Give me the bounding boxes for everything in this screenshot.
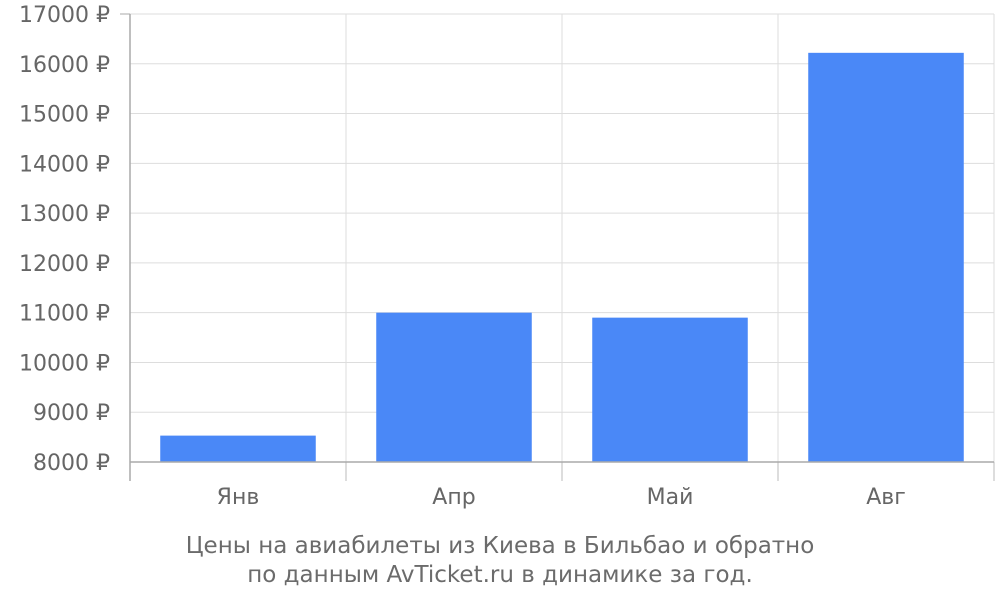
y-tick-label: 11000 ₽ <box>19 302 110 327</box>
bar-4 <box>808 52 964 463</box>
chart-caption-line-2: по данным AvTicket.ru в динамике за год. <box>247 562 753 588</box>
y-tick-label: 15000 ₽ <box>19 103 110 128</box>
axes <box>120 13 995 481</box>
x-tick-label: Май <box>647 485 694 510</box>
x-axis-tick-labels: Янв Апр Май Авг <box>217 485 906 510</box>
bar-chart: 8000 ₽ 9000 ₽ 10000 ₽ 11000 ₽ 12000 ₽ 13000 ₽… <box>19 3 995 510</box>
x-tick-label: Апр <box>432 485 475 510</box>
y-tick-label: 12000 ₽ <box>19 252 110 277</box>
bar-1 <box>160 435 316 462</box>
y-tick-label: 16000 ₽ <box>19 53 110 78</box>
bar-3 <box>592 317 748 462</box>
y-tick-label: 13000 ₽ <box>19 202 110 227</box>
y-tick-label: 9000 ₽ <box>33 401 110 426</box>
bars <box>160 52 964 463</box>
y-tick-label: 14000 ₽ <box>19 152 110 177</box>
x-tick-label: Авг <box>866 485 906 510</box>
chart-caption-line-1: Цены на авиабилеты из Киева в Бильбао и … <box>185 533 815 559</box>
y-tick-label: 17000 ₽ <box>19 3 110 28</box>
y-axis-tick-labels: 8000 ₽ 9000 ₽ 10000 ₽ 11000 ₽ 12000 ₽ 13000 ₽… <box>19 3 110 476</box>
y-tick-label: 10000 ₽ <box>19 351 110 376</box>
x-tick-label: Янв <box>217 485 260 510</box>
bar-2 <box>376 312 532 462</box>
y-tick-label: 8000 ₽ <box>33 451 110 476</box>
